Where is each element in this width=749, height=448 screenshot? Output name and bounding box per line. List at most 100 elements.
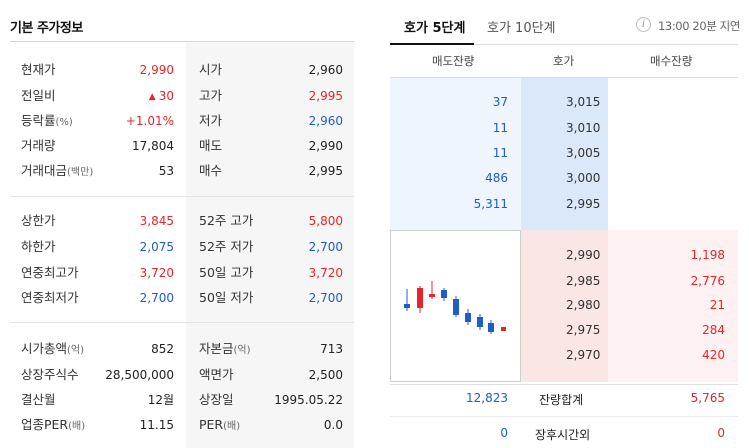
info-label: 상한가	[21, 213, 56, 228]
info-label: 상장주식수	[21, 367, 79, 382]
bid-price[interactable]: 2,985	[566, 274, 601, 288]
info-value: 2,960	[308, 63, 343, 77]
active-tab-indicator	[390, 43, 474, 45]
info-label: 저가	[199, 113, 223, 128]
after-hours-label: 장후시간외	[535, 428, 591, 442]
ask-price[interactable]: 3,005	[566, 146, 601, 160]
ask-price[interactable]: 3,015	[566, 95, 601, 109]
divider	[10, 322, 354, 323]
candle	[465, 313, 471, 322]
candle	[404, 304, 410, 308]
info-row: 현재가 2,990 시가 2,960	[10, 57, 354, 83]
info-label: 매수	[199, 163, 223, 178]
candle-chart-svg	[404, 281, 506, 334]
bid-qty: 1,198	[690, 248, 725, 262]
info-value: 28,500,000	[105, 368, 174, 382]
info-value: ▲ 30	[148, 89, 174, 103]
info-value: 2,995	[308, 89, 343, 103]
info-value: 713	[320, 342, 343, 356]
info-value: 17,804	[132, 139, 174, 153]
candle	[429, 294, 435, 297]
bid-total: 5,765	[690, 391, 725, 405]
bid-after-hours: 0	[717, 426, 725, 440]
info-label: 현재가	[21, 62, 56, 77]
info-value: 3,720	[139, 266, 174, 280]
info-value: 2,700	[308, 291, 343, 305]
ask-price-column	[521, 78, 608, 230]
info-label: 결산월	[21, 392, 56, 407]
info-label: 연중최저가	[21, 290, 79, 305]
section-title: 기본 주가정보	[10, 21, 83, 36]
candle	[441, 290, 447, 298]
delay-notice: 13:00 20분 지연	[658, 19, 741, 33]
ask-price[interactable]: 3,010	[566, 121, 601, 135]
candle	[488, 323, 494, 332]
info-row: 등락률(%) +1.01% 저가 2,960	[10, 108, 354, 134]
info-value: 2,960	[308, 114, 343, 128]
ask-qty: 11	[492, 146, 508, 160]
divider	[10, 196, 354, 197]
info-value: 0.0	[323, 418, 343, 432]
candle	[453, 299, 459, 315]
candle	[477, 317, 483, 327]
header-divider	[390, 77, 738, 78]
info-row: 상장주식수 28,500,000 액면가 2,500	[10, 362, 354, 388]
info-label: 등락률(%)	[21, 113, 73, 128]
info-label: 거래량	[21, 138, 56, 153]
info-label: PER(배)	[199, 417, 241, 432]
info-row: 연중최저가 2,700 50일 저가 2,700	[10, 285, 354, 311]
ask-qty: 11	[492, 121, 508, 135]
tab-5-levels[interactable]: 호가 5단계	[404, 21, 466, 36]
candle	[417, 288, 423, 308]
divider	[390, 416, 738, 417]
info-value: +1.01%	[125, 114, 174, 128]
info-value: 11.15	[139, 418, 174, 432]
info-icon[interactable]: i	[636, 17, 651, 32]
bid-price[interactable]: 2,980	[566, 298, 601, 312]
bid-price[interactable]: 2,970	[566, 348, 601, 362]
bid-price[interactable]: 2,975	[566, 323, 601, 337]
info-value: 1995.05.22	[274, 393, 343, 407]
ask-qty: 486	[485, 171, 508, 185]
info-label: 52주 고가	[199, 213, 254, 228]
info-label: 시가	[199, 62, 223, 77]
info-label: 액면가	[199, 367, 234, 382]
ask-price[interactable]: 2,995	[566, 197, 601, 211]
right-column-bg	[186, 42, 354, 448]
info-label: 고가	[199, 88, 223, 103]
bid-price[interactable]: 2,990	[566, 248, 601, 262]
info-label: 전일비	[21, 88, 56, 103]
info-row: 결산월 12월 상장일 1995.05.22	[10, 387, 354, 413]
info-label: 52주 저가	[199, 239, 254, 254]
mini-candle-chart	[390, 230, 521, 382]
info-label: 업종PER(배)	[21, 417, 86, 432]
tab-divider	[390, 44, 738, 45]
info-value: 2,500	[308, 368, 343, 382]
info-value: 2,995	[308, 164, 343, 178]
info-value: 2,075	[139, 240, 174, 254]
info-row: 전일비 ▲ 30 고가 2,995	[10, 83, 354, 109]
info-value: 5,800	[308, 214, 343, 228]
info-value: 3,845	[139, 214, 174, 228]
info-value: 12월	[147, 393, 174, 407]
info-row: 하한가 2,075 52주 저가 2,700	[10, 234, 354, 260]
info-label: 하한가	[21, 239, 56, 254]
bid-qty: 21	[709, 298, 725, 312]
bid-qty-column	[608, 230, 738, 382]
ask-qty-column	[390, 78, 521, 230]
ask-after-hours: 0	[500, 426, 508, 440]
info-label: 매도	[199, 138, 223, 153]
info-row: 상한가 3,845 52주 고가 5,800	[10, 208, 354, 234]
info-label: 연중최고가	[21, 265, 79, 280]
ask-price[interactable]: 3,000	[566, 171, 601, 185]
info-label: 거래대금(백만)	[21, 163, 94, 178]
divider	[390, 384, 738, 385]
header-price: 호가	[553, 54, 575, 68]
tab-10-levels[interactable]: 호가 10단계	[487, 21, 556, 36]
candle	[501, 327, 506, 331]
info-row: 거래량 17,804 매도 2,990	[10, 133, 354, 159]
info-value: 3,720	[308, 266, 343, 280]
info-value: 2,990	[308, 139, 343, 153]
total-label: 잔량합계	[539, 393, 584, 407]
ask-qty: 37	[492, 95, 508, 109]
